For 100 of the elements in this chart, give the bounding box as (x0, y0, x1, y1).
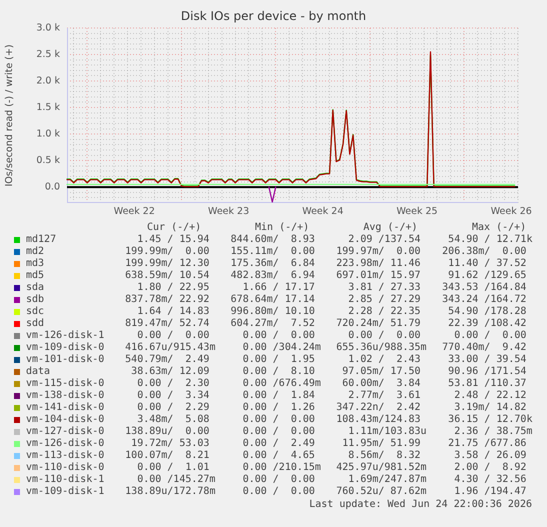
text: 22.39 /108.42 (448, 318, 526, 330)
text: 53.81 /110.37 (448, 378, 526, 390)
text: Last update: Wed Jun 24 22:00:36 2026 (309, 499, 532, 511)
text: 3.19m/ 14.82 (454, 402, 526, 414)
text: 0.00 / 0.00 (137, 330, 210, 342)
x-tick-label: Week 25 (396, 206, 438, 218)
x-tick-label: Week 23 (208, 206, 250, 218)
text: 90.96 /171.54 (448, 366, 526, 378)
text: 36.15 / 12.70k (448, 414, 532, 426)
text: 540.79m/ 2.49 (125, 354, 210, 366)
text: 1.69m/247.87m (348, 474, 427, 486)
text: 1.02 / 2.43 (348, 354, 421, 366)
text: 2.09 /137.54 (348, 234, 421, 246)
legend-label: vm-127-disk-0 (26, 426, 104, 438)
y-tick-label: 3.0 k (36, 22, 60, 34)
y-tick-label: 2.0 k (36, 76, 60, 86)
text: Min (-/+) (255, 222, 310, 234)
text: 60.00m/ 3.84 (342, 378, 421, 390)
x-tick-label: Week 24 (302, 206, 344, 218)
text: 199.99m/ 12.30 (125, 258, 210, 270)
legend-label: md127 (26, 234, 56, 246)
text: 1.66 / 17.17 (242, 282, 315, 294)
x-tick-label: Week 26 (490, 206, 532, 218)
text: 0.00 /676.49m (242, 378, 321, 390)
text: 0.00 /304.24m (242, 342, 321, 354)
legend-label: md3 (26, 258, 44, 270)
y-tick-label: 1.0 k (36, 128, 60, 140)
text: 678.64m/ 17.14 (230, 294, 315, 306)
text: 770.40m/ 9.42 (442, 342, 526, 354)
legend-label: vm-101-disk-0 (26, 354, 104, 366)
text: 199.97m/ 0.00 (336, 246, 421, 258)
text: 0.00 / 1.26 (242, 402, 315, 414)
text: 837.78m/ 22.92 (125, 294, 210, 306)
text: 0.00 / 3.34 (137, 390, 210, 402)
text: 3.81 / 27.33 (348, 282, 421, 294)
text: 343.53 /164.84 (442, 282, 526, 294)
x-tick-label: Week 22 (114, 206, 155, 218)
text: 0.00 / 2.49 (242, 438, 315, 450)
text: 3.48m/ 5.08 (137, 414, 210, 426)
text: 0.00 /145.27m (137, 474, 216, 486)
legend-label: md5 (26, 270, 44, 282)
chart-title: Disk IOs per device - by month (180, 9, 368, 24)
text: 1.64 / 14.83 (137, 306, 210, 318)
text: 2.00 / 8.92 (454, 462, 526, 474)
text: 760.52u/ 87.62m (336, 486, 427, 498)
text: 655.36u/988.35m (336, 342, 427, 354)
text: 21.75 /677.86 (448, 438, 526, 450)
text: 819.47m/ 52.74 (125, 318, 210, 330)
text: 720.24m/ 51.79 (336, 318, 421, 330)
text: 2.85 / 27.29 (348, 294, 421, 306)
text: 54.90 /178.28 (448, 306, 526, 318)
text: 199.99m/ 0.00 (125, 246, 210, 258)
legend-label: sda (26, 282, 44, 294)
legend-label: vm-115-disk-0 (26, 378, 104, 390)
text: 1.45 / 15.94 (137, 234, 210, 246)
text: 996.80m/ 10.10 (230, 306, 315, 318)
legend-label: sdd (26, 318, 44, 330)
text: 8.56m/ 8.32 (348, 450, 421, 462)
legend-label: data (26, 366, 50, 378)
text: 206.38m/ 0.00 (442, 246, 526, 258)
text: 138.89u/172.78m (125, 486, 216, 498)
text: 54.90 / 12.71k (448, 234, 532, 246)
text: 11.95m/ 51.99 (342, 438, 421, 450)
text: 2.77m/ 3.61 (348, 390, 421, 402)
text: 108.43m/124.83 (336, 414, 421, 426)
text: 0.00 / 2.30 (137, 378, 210, 390)
text: 343.24 /164.72 (442, 294, 526, 306)
text: 155.11m/ 0.00 (230, 246, 315, 258)
text: 19.72m/ 53.03 (131, 438, 210, 450)
legend-label: vm-110-disk-0 (26, 462, 104, 474)
text: 1.80 / 22.95 (137, 282, 210, 294)
text: 638.59m/ 10.54 (125, 270, 210, 282)
text: 2.28 / 22.35 (348, 306, 421, 318)
legend-label: md2 (26, 246, 44, 258)
text: 416.67u/915.43m (125, 342, 216, 354)
text: 604.27m/ 7.52 (230, 318, 315, 330)
legend-label: vm-109-disk-1 (26, 486, 104, 498)
text: 3.58 / 26.09 (454, 450, 526, 462)
text: 0.00 / 1.95 (242, 354, 315, 366)
text: Cur (-/+) (147, 222, 202, 234)
text: 0.00 / 0.00 (242, 474, 315, 486)
text: 0.00 / 0.00 (242, 330, 315, 342)
legend-label: vm-109-disk-0 (26, 342, 104, 354)
text: 175.36m/ 6.84 (230, 258, 315, 270)
y-tick-label: 0.5 k (36, 155, 60, 166)
legend-label: vm-126-disk-1 (26, 330, 104, 342)
legend-label: vm-138-disk-0 (26, 390, 104, 402)
legend-label: vm-110-disk-1 (26, 474, 104, 486)
text: 0.00 / 0.00 (242, 414, 315, 426)
legend-label: vm-113-disk-0 (26, 450, 104, 462)
text: Max (-/+) (472, 222, 526, 234)
text: 0.00 / 2.29 (137, 402, 210, 414)
text: 347.22n/ 2.42 (336, 402, 421, 414)
legend-label: sdb (26, 294, 44, 306)
text: 844.60m/ 8.93 (230, 234, 315, 246)
text: 0.00 / 0.00 (454, 330, 526, 342)
text: 0.00 /210.15m (242, 462, 321, 474)
text: 0.00 / 0.00 (242, 486, 315, 498)
text: 2.48 / 22.12 (454, 390, 526, 402)
text: 0.00 / 4.65 (242, 450, 315, 462)
